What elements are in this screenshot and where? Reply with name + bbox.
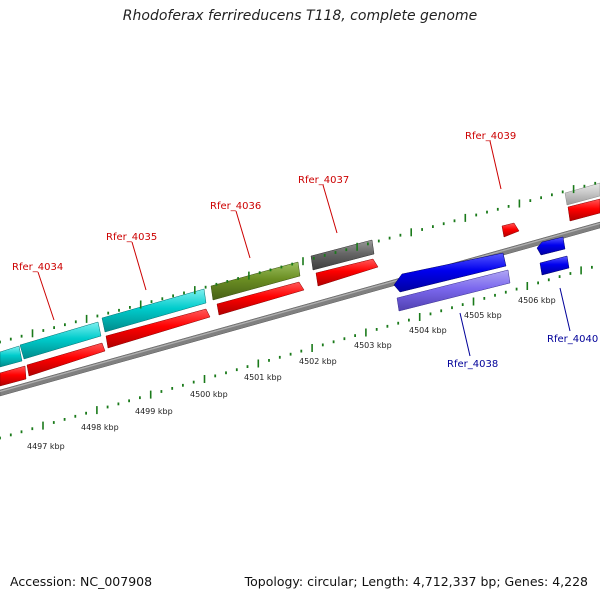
gene-label-leader (322, 184, 338, 234)
gene-feature-cds[interactable] (0, 365, 27, 387)
gene-feature-cds[interactable] (105, 308, 211, 349)
gene-label-rfer-4037[interactable]: Rfer_4037 (298, 175, 349, 186)
gene-feature-cds-reverse[interactable] (393, 252, 507, 293)
gene-feature-reverse-purple[interactable] (396, 269, 511, 312)
gene-feature-cds-reverse[interactable] (536, 236, 566, 256)
gene-feature-cds[interactable] (567, 198, 600, 222)
gene-label-rfer-4034[interactable]: Rfer_4034 (12, 262, 63, 273)
gene-label-leader (489, 140, 502, 190)
gene-feature-gray[interactable] (310, 239, 375, 271)
gene-feature-lightgray[interactable] (564, 182, 600, 206)
scale-label: 4505 kbp (464, 311, 502, 320)
gene-feature-cyan[interactable] (0, 345, 23, 368)
scale-ticks-lower (0, 265, 593, 440)
gene-label-rfer-4036[interactable]: Rfer_4036 (210, 201, 261, 212)
scale-label: 4497 kbp (27, 442, 65, 451)
gene-label-leader (459, 312, 471, 357)
gene-label-leader (559, 287, 571, 332)
genome-summary-text: Topology: circular; Length: 4,712,337 bp… (244, 574, 588, 589)
gene-feature-reverse-blue[interactable] (539, 255, 570, 276)
scale-label: 4498 kbp (81, 423, 119, 432)
gene-feature-olive[interactable] (210, 261, 301, 301)
scale-label: 4502 kbp (299, 357, 337, 366)
scale-label: 4500 kbp (190, 390, 228, 399)
gene-label-rfer-4040[interactable]: Rfer_4040 (547, 334, 598, 345)
scale-label: 4501 kbp (244, 373, 282, 382)
gene-label-leader (235, 210, 251, 259)
genome-backbone-highlight (0, 222, 600, 393)
gene-feature-cds[interactable] (26, 342, 106, 377)
gene-label-rfer-4035[interactable]: Rfer_4035 (106, 232, 157, 243)
scale-label: 4499 kbp (135, 407, 173, 416)
scale-label: 4503 kbp (354, 341, 392, 350)
gene-feature-cds[interactable] (216, 281, 305, 316)
gene-label-rfer-4038[interactable]: Rfer_4038 (447, 359, 498, 370)
gene-label-rfer-4039[interactable]: Rfer_4039 (465, 131, 516, 142)
scale-label: 4506 kbp (518, 296, 556, 305)
map-title: Rhodoferax ferrireducens T118, complete … (122, 8, 478, 24)
scale-ticks-upper (0, 181, 597, 344)
scale-label: 4504 kbp (409, 326, 447, 335)
accession-text: Accession: NC_007908 (10, 574, 153, 589)
gene-feature-cds[interactable] (315, 258, 379, 287)
gene-label-leader (37, 271, 55, 321)
gene-feature-cds[interactable] (501, 222, 520, 238)
gene-feature-cyan[interactable] (101, 288, 207, 333)
gene-feature-cyan[interactable] (19, 321, 102, 360)
gene-label-leader (131, 241, 147, 291)
